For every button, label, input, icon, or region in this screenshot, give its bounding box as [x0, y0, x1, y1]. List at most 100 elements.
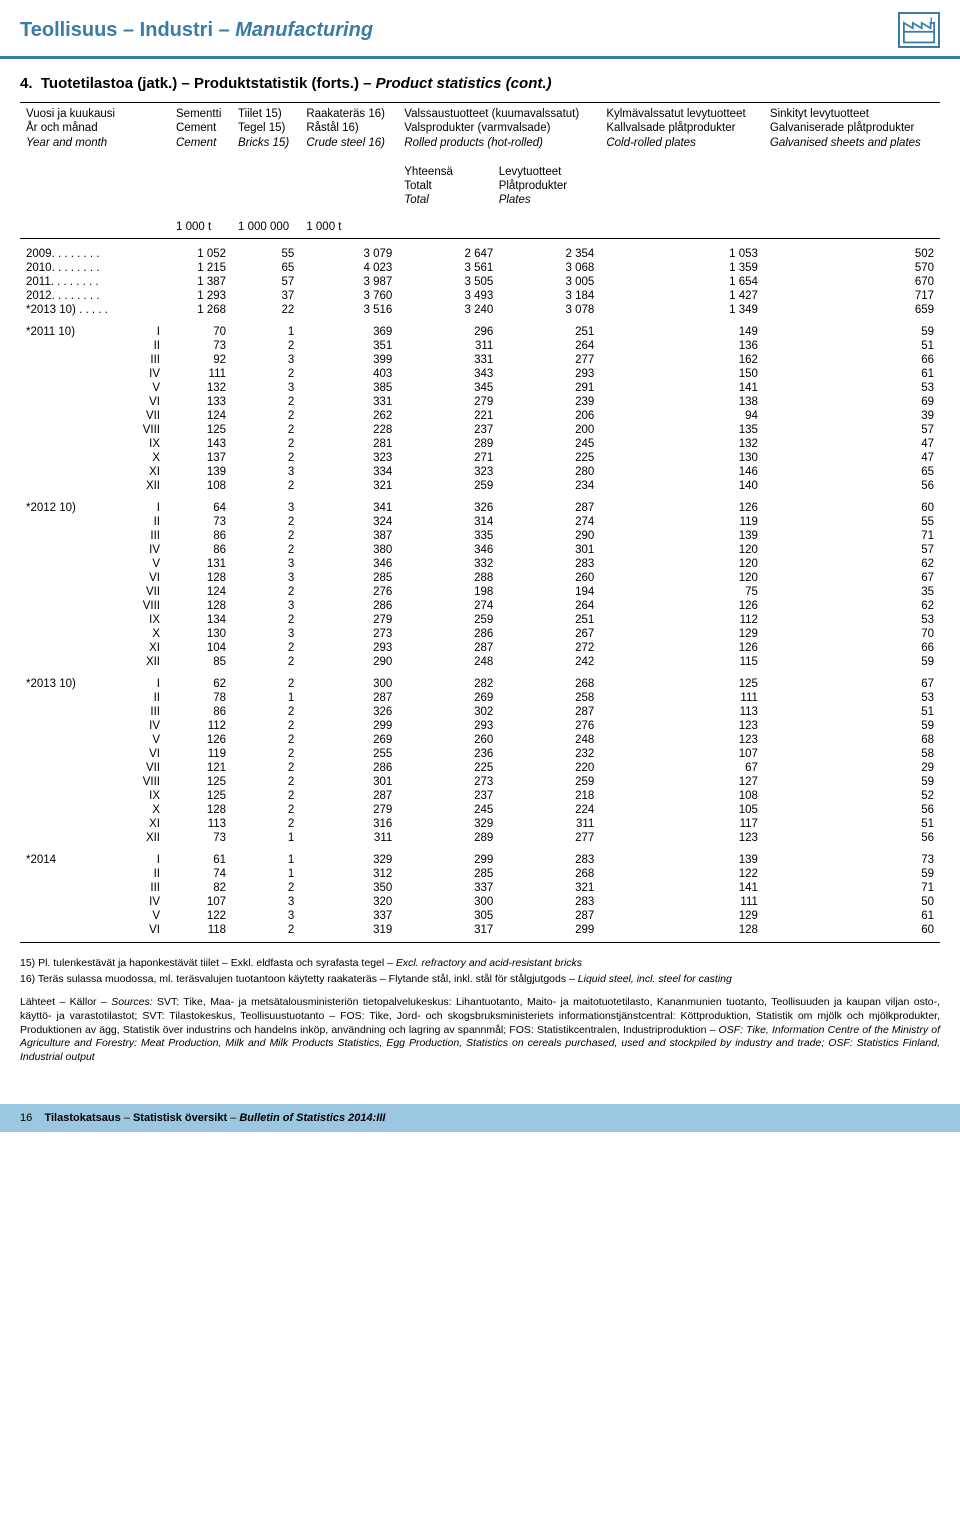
c5-sv: Plåtprodukter [499, 180, 567, 192]
table-row: V131334633228312062 [20, 557, 940, 571]
c5-fi: Levytuotteet [499, 166, 562, 178]
sec-en: Product statistics (cont.) [376, 75, 552, 92]
c0-en: Year and month [26, 137, 107, 149]
table-row: III82235033732114171 [20, 881, 940, 895]
c4-sv: Totalt [404, 180, 432, 192]
footer-page: 16 [20, 1112, 32, 1124]
c4-en: Total [404, 194, 429, 206]
c2-l2: Tegel 15) [238, 122, 285, 134]
table-row: V126226926024812368 [20, 733, 940, 747]
c4-fi: Yhteensä [404, 166, 453, 178]
c3-l2: Råstål 16) [306, 122, 358, 134]
table-row: VI119225523623210758 [20, 747, 940, 761]
sec-fi: Tuotetilastoa (jatk.) [41, 75, 177, 92]
table-row: 2012. . . . . . . .1 293373 7603 4933 18… [20, 289, 940, 303]
factory-icon [898, 12, 940, 48]
month-block: *2014I61132929928313973II741312285268122… [20, 845, 940, 943]
c6-fi: Kylmävalssatut levytuotteet [606, 108, 745, 120]
table-row: *2013 10)I62230028226812567 [20, 677, 940, 691]
table-row: VII12422622212069439 [20, 409, 940, 423]
table-row: VI118231931729912860 [20, 923, 940, 937]
table-row: XI104229328727212666 [20, 641, 940, 655]
c7-fi: Sinkityt levytuotteet [770, 108, 869, 120]
table-row: II73232431427411955 [20, 515, 940, 529]
footnote-16: 16) Teräs sulassa muodossa, ml. teräsval… [20, 973, 940, 987]
footer-sv: Statistisk översikt [133, 1112, 227, 1124]
month-block: *2013 10)I62230028226812567II78128726925… [20, 669, 940, 845]
table-row: VII12122862252206729 [20, 761, 940, 775]
table-row: V132338534529114153 [20, 381, 940, 395]
table-row: II74131228526812259 [20, 867, 940, 881]
table-row: IX134227925925111253 [20, 613, 940, 627]
title-fi: Teollisuus [20, 19, 117, 41]
table-row: 2009. . . . . . . .1 052553 0792 6472 35… [20, 247, 940, 261]
table-row: X130327328626712970 [20, 627, 940, 641]
c3-l1: Raakateräs 16) [306, 108, 385, 120]
table-row: *2013 10) . . . . .1 268223 5163 2403 07… [20, 303, 940, 317]
content: 4. Tuotetilastoa (jatk.) – Produktstatis… [0, 59, 960, 1074]
table-row: IV112229929327612359 [20, 719, 940, 733]
footer: 16 Tilastokatsaus – Statistisk översikt … [0, 1104, 960, 1132]
table-row: *2014I61132929928313973 [20, 853, 940, 867]
table-row: IV86238034630112057 [20, 543, 940, 557]
table-row: III92339933127716266 [20, 353, 940, 367]
table-row: IX125228723721810852 [20, 789, 940, 803]
c5-en: Plates [499, 194, 531, 206]
sec-prefix: 4. [20, 75, 33, 92]
c6-en: Cold-rolled plates [606, 137, 696, 149]
data-table: Vuosi ja kuukausi År och månad Year and … [20, 102, 940, 943]
c1-sv: Cement [176, 122, 216, 134]
table-row: IV107332030028311150 [20, 895, 940, 909]
c2-l3: Bricks 15) [238, 137, 289, 149]
unit-1: 1 000 t [170, 212, 232, 239]
table-head: Vuosi ja kuukausi År och månad Year and … [20, 103, 940, 239]
c3-l3: Crude steel 16) [306, 137, 385, 149]
table-row: IX143228128924513247 [20, 437, 940, 451]
month-block: *2011 10)I70136929625114959II73235131126… [20, 317, 940, 493]
c7-sv: Galvaniserade plåtprodukter [770, 122, 914, 134]
table-row: *2012 10)I64334132628712660 [20, 501, 940, 515]
table-row: XII73131128927712356 [20, 831, 940, 845]
table-row: VI128328528826012067 [20, 571, 940, 585]
section-title: 4. Tuotetilastoa (jatk.) – Produktstatis… [20, 75, 940, 92]
title-sv: Industri [140, 19, 213, 41]
month-block: *2012 10)I64334132628712660II73232431427… [20, 493, 940, 669]
table-row: II73235131126413651 [20, 339, 940, 353]
c1-en: Cement [176, 137, 216, 149]
c2-l1: Tiilet 15) [238, 108, 282, 120]
table-row: IV111240334329315061 [20, 367, 940, 381]
table-row: III86232630228711351 [20, 705, 940, 719]
years-body: 2009. . . . . . . .1 052553 0792 6472 35… [20, 239, 940, 317]
table-row: III86238733529013971 [20, 529, 940, 543]
sources: Lähteet – Källor – Sources: SVT: Tike, M… [20, 996, 940, 1064]
table-row: V122333730528712961 [20, 909, 940, 923]
c6-sv: Kallvalsade plåtprodukter [606, 122, 735, 134]
unit-3: 1 000 t [300, 212, 398, 239]
table-row: VIII125222823720013557 [20, 423, 940, 437]
c1-fi: Sementti [176, 108, 221, 120]
c7-en: Galvanised sheets and plates [770, 137, 921, 149]
c4g-en: Rolled products (hot-rolled) [404, 137, 543, 149]
table-row: II78128726925811153 [20, 691, 940, 705]
table-row: VIII125230127325912759 [20, 775, 940, 789]
table-row: XII85229024824211559 [20, 655, 940, 669]
table-row: 2010. . . . . . . .1 215654 0233 5613 06… [20, 261, 940, 275]
c4g-sv: Valsprodukter (varmvalsade) [404, 122, 550, 134]
sec-sv: Produktstatistik (forts.) [194, 75, 359, 92]
c0-sv: År och månad [26, 122, 98, 134]
c0-fi: Vuosi ja kuukausi [26, 108, 115, 120]
unit-2: 1 000 000 [232, 212, 300, 239]
table-row: 2011. . . . . . . .1 387573 9873 5053 00… [20, 275, 940, 289]
header-title: Teollisuus – Industri – Manufacturing [20, 19, 373, 42]
table-row: X128227924522410556 [20, 803, 940, 817]
footnote-15: 15) Pl. tulenkestävät ja haponkestävät t… [20, 957, 940, 971]
table-row: XII108232125923414056 [20, 479, 940, 493]
footer-fi: Tilastokatsaus [44, 1112, 120, 1124]
table-row: VI133233127923913869 [20, 395, 940, 409]
table-row: VII12422761981947535 [20, 585, 940, 599]
table-row: VIII128328627426412662 [20, 599, 940, 613]
footer-en: Bulletin of Statistics 2014:III [239, 1112, 385, 1124]
table-row: *2011 10)I70136929625114959 [20, 325, 940, 339]
title-en: Manufacturing [235, 19, 373, 41]
footnotes: 15) Pl. tulenkestävät ja haponkestävät t… [20, 957, 940, 986]
